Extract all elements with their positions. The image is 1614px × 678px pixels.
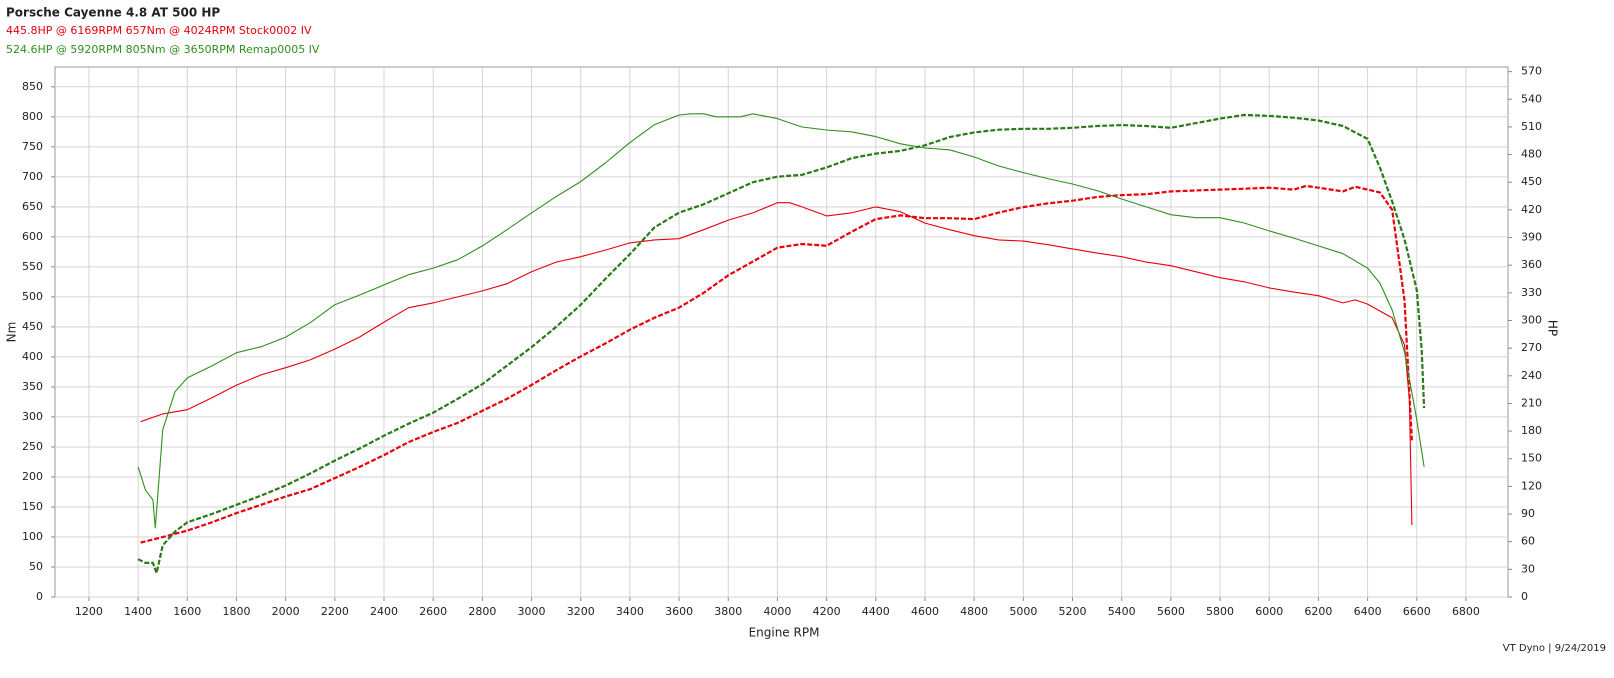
y-tick-label: 200: [22, 470, 43, 483]
y2-tick-label: 330: [1521, 286, 1542, 299]
y2-tick-label: 90: [1521, 507, 1535, 520]
y-tick-label: 250: [22, 440, 43, 453]
line-series: [137, 113, 1426, 575]
y-tick-label: 750: [22, 140, 43, 153]
x-tick-label: 3000: [518, 605, 546, 618]
line-series: [137, 113, 1425, 529]
y-tick-label: 550: [22, 260, 43, 273]
x-tick-label: 6600: [1403, 605, 1431, 618]
x-tick-label: 6400: [1354, 605, 1382, 618]
x-tick-label: 6200: [1304, 605, 1332, 618]
line-series: [140, 202, 1413, 526]
x-tick-label: 3800: [714, 605, 742, 618]
y2-tick-label: 150: [1521, 452, 1542, 465]
y2-tick-label: 570: [1521, 65, 1542, 78]
x-tick-label: 2200: [321, 605, 349, 618]
y2-tick-label: 480: [1521, 148, 1542, 161]
x-tick-label: 5200: [1059, 605, 1087, 618]
y-tick-label: 400: [22, 350, 43, 363]
y2-tick-label: 510: [1521, 120, 1542, 133]
y-tick-label: 450: [22, 320, 43, 333]
y2-tick-label: 300: [1521, 313, 1542, 326]
x-tick-label: 4600: [911, 605, 939, 618]
x-tick-label: 1600: [173, 605, 201, 618]
x-tick-label: 5800: [1206, 605, 1234, 618]
x-tick-label: 2800: [468, 605, 496, 618]
y2-tick-label: 450: [1521, 175, 1542, 188]
y-tick-label: 0: [36, 590, 43, 603]
x-tick-label: 5600: [1157, 605, 1185, 618]
footer: VT Dyno | 9/24/2019: [1503, 643, 1606, 654]
x-tick-label: 3200: [567, 605, 595, 618]
y2-tick-label: 60: [1521, 535, 1535, 548]
y2-tick-label: 270: [1521, 341, 1542, 354]
x-tick-label: 4000: [763, 605, 791, 618]
annotation: 524.6HP @ 5920RPM 805Nm @ 3650RPM Remap0…: [6, 43, 320, 56]
x-tick-label: 4400: [862, 605, 890, 618]
y-tick-label: 650: [22, 200, 43, 213]
x-tick-label: 6000: [1255, 605, 1283, 618]
y2-tick-label: 210: [1521, 396, 1542, 409]
y2-tick-label: 180: [1521, 424, 1542, 437]
x-tick-label: 6800: [1452, 605, 1480, 618]
y2-tick-label: 540: [1521, 92, 1542, 105]
annotation: 445.8HP @ 6169RPM 657Nm @ 4024RPM Stock0…: [6, 24, 312, 37]
y2-tick-label: 0: [1521, 590, 1528, 603]
x-tick-label: 1400: [124, 605, 152, 618]
x-tick-label: 2000: [272, 605, 300, 618]
x-tick-label: 5400: [1108, 605, 1136, 618]
y-axis-label: Nm: [5, 322, 19, 343]
y-tick-label: 50: [29, 560, 43, 573]
x-tick-label: 4200: [813, 605, 841, 618]
y2-tick-label: 120: [1521, 479, 1542, 492]
x-tick-label: 3400: [616, 605, 644, 618]
x-tick-label: 5000: [1009, 605, 1037, 618]
y-tick-label: 850: [22, 80, 43, 93]
y-tick-label: 300: [22, 410, 43, 423]
line-series: [140, 184, 1413, 544]
y-tick-label: 100: [22, 530, 43, 543]
y2-tick-label: 240: [1521, 369, 1542, 382]
y2-tick-label: 30: [1521, 562, 1535, 575]
x-tick-label: 1200: [75, 605, 103, 618]
x-tick-label: 2400: [370, 605, 398, 618]
y-tick-label: 500: [22, 290, 43, 303]
chart-title: Porsche Cayenne 4.8 AT 500 HP: [6, 6, 220, 20]
x-tick-label: 2600: [419, 605, 447, 618]
y-tick-label: 600: [22, 230, 43, 243]
x-axis-label: Engine RPM: [749, 626, 820, 640]
x-tick-label: 1800: [222, 605, 250, 618]
y-tick-label: 350: [22, 380, 43, 393]
y2-axis-label: HP: [1546, 320, 1560, 336]
plot-area: [54, 66, 1509, 598]
y-tick-label: 800: [22, 110, 43, 123]
y2-tick-label: 360: [1521, 258, 1542, 271]
y-tick-label: 700: [22, 170, 43, 183]
y-tick-label: 150: [22, 500, 43, 513]
x-tick-label: 4800: [960, 605, 988, 618]
y2-tick-label: 420: [1521, 203, 1542, 216]
x-tick-label: 3600: [665, 605, 693, 618]
y2-tick-label: 390: [1521, 231, 1542, 244]
